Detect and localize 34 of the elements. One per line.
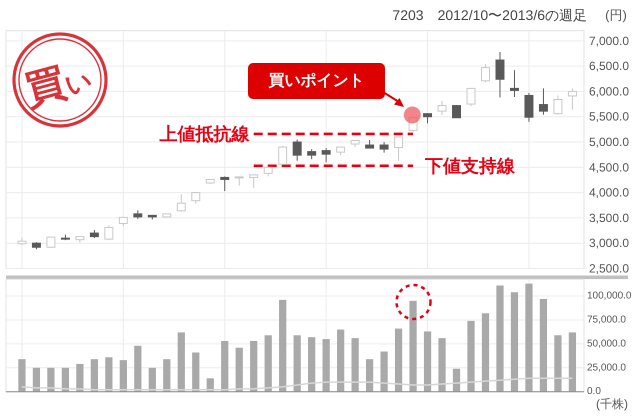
bar — [337, 330, 344, 392]
bar — [294, 335, 301, 392]
bar — [279, 300, 286, 392]
bar — [482, 313, 490, 392]
bar — [394, 328, 402, 392]
bar — [178, 332, 185, 392]
bar — [510, 292, 518, 392]
bar — [163, 359, 170, 392]
bar — [120, 360, 127, 392]
bar — [236, 348, 243, 392]
bar — [380, 352, 388, 392]
title: 7203 2012/10〜2013/6の週足 — [392, 7, 587, 23]
bar — [467, 320, 475, 392]
bar — [351, 338, 359, 392]
bar — [554, 335, 562, 392]
bar — [18, 359, 26, 392]
bar — [322, 339, 330, 392]
bar — [366, 359, 374, 392]
bar — [525, 284, 533, 392]
bar — [424, 331, 432, 392]
bar — [192, 352, 200, 392]
bar — [148, 368, 156, 392]
bar — [409, 300, 417, 392]
bar — [105, 357, 112, 392]
bar — [134, 346, 142, 392]
bar — [264, 335, 272, 392]
bar — [568, 332, 576, 392]
bar — [496, 286, 504, 392]
bar — [250, 341, 258, 392]
bar — [308, 337, 316, 392]
bar — [438, 338, 446, 392]
bar — [90, 359, 98, 392]
bar — [540, 298, 548, 392]
bar — [221, 341, 228, 392]
